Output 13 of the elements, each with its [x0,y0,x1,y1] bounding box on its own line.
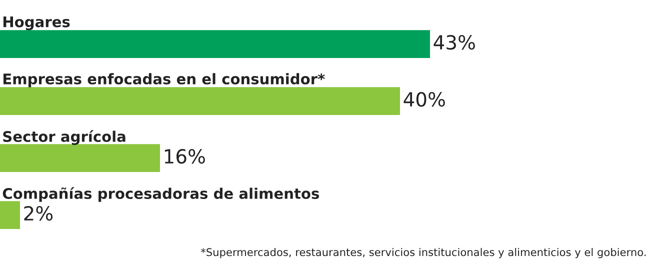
bar [0,87,400,116]
y-tick-label: Empresas enfocadas en el consumidor* [3,73,325,88]
data-label: 2% [24,206,53,221]
y-tick-label: Hogares [3,16,70,30]
y-tick-label: Sector agrícola [3,130,126,145]
data-label: 40% [404,92,445,107]
bar [0,201,20,230]
data-label: 43% [434,35,475,50]
bar [0,30,430,58]
bar [0,144,160,172]
data-label: 16% [164,149,205,164]
y-tick-label: Compañías procesadoras de alimentos [2,187,319,202]
text: *Supermercados, restaurantes, servicios institucionales y alimenticios y el gobierno. [200,248,646,258]
